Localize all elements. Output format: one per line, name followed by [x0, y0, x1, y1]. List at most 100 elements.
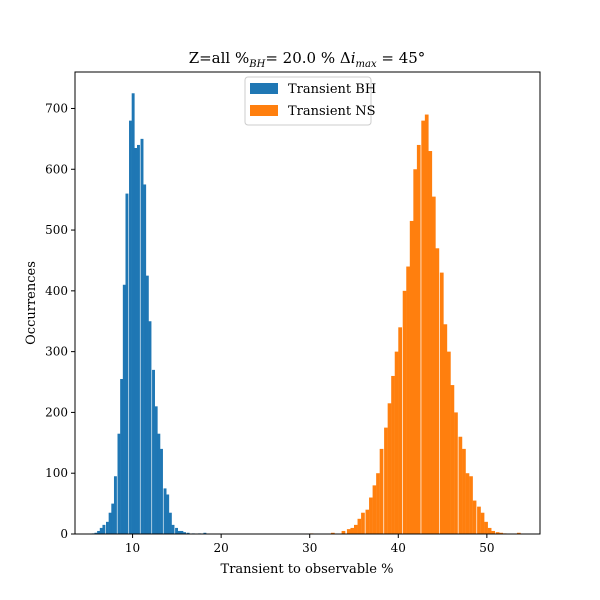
- legend-label-transient-bh: Transient BH: [288, 82, 376, 97]
- y-tick-label: 300: [45, 345, 68, 359]
- bar-transient-ns: [379, 448, 384, 534]
- bar-transient-ns: [341, 530, 346, 534]
- bar-transient-ns: [391, 375, 395, 534]
- bar-transient-bh: [140, 138, 144, 534]
- bar-transient-bh: [186, 532, 190, 534]
- legend-swatch-transient-bh: [250, 83, 278, 94]
- bar-transient-ns: [372, 485, 377, 534]
- bar-transient-ns: [477, 506, 481, 534]
- y-tick-label: 400: [45, 284, 68, 298]
- bar-transient-bh: [122, 284, 126, 534]
- bar-transient-ns: [450, 385, 455, 534]
- bar-transient-bh: [94, 532, 98, 534]
- bar-transient-bh: [145, 275, 149, 534]
- bar-transient-ns: [409, 220, 414, 534]
- y-axis-ticks: 0 100 200 300 400 500 600 700: [45, 101, 75, 541]
- bar-transient-ns: [472, 500, 477, 534]
- bar-transient-bh: [143, 184, 147, 534]
- y-tick-label: 100: [45, 466, 68, 480]
- bar-transient-ns: [499, 532, 503, 534]
- x-tick-label: 40: [391, 541, 406, 555]
- bar-transient-ns: [431, 196, 436, 534]
- legend-swatch-transient-ns: [250, 105, 278, 116]
- bar-transient-ns: [394, 351, 399, 534]
- x-tick-label: 10: [125, 541, 140, 555]
- bar-transient-ns: [357, 518, 362, 534]
- title-mid: = 20.0 % Δ: [265, 49, 351, 67]
- bar-transient-ns: [416, 144, 421, 534]
- bar-transient-ns: [516, 532, 521, 534]
- bar-transient-ns: [330, 532, 335, 534]
- bar-transient-ns: [406, 266, 410, 534]
- bar-transient-ns: [346, 529, 351, 534]
- bar-transient-ns: [443, 324, 448, 534]
- bar-transient-ns: [447, 351, 451, 534]
- bar-transient-ns: [354, 524, 358, 534]
- y-tick-label: 0: [60, 527, 68, 541]
- bar-transient-ns: [384, 427, 388, 534]
- y-axis-label: Occurrences: [24, 261, 39, 345]
- bar-transient-bh: [102, 524, 106, 534]
- bar-transient-ns: [350, 527, 355, 534]
- title-bh-subscript: BH: [248, 59, 265, 70]
- bar-transient-ns: [458, 436, 463, 534]
- bar-transient-bh: [171, 524, 175, 534]
- x-axis-ticks: 10 20 30 40 50: [125, 534, 494, 555]
- bar-transient-bh: [203, 532, 207, 534]
- title-lead: Z=all %: [189, 49, 250, 67]
- bar-transient-ns: [495, 532, 500, 534]
- bar-transient-ns: [428, 151, 433, 534]
- bar-transient-ns: [469, 476, 473, 534]
- bar-transient-bh: [134, 147, 138, 535]
- bar-transient-bh: [108, 512, 112, 534]
- bar-transient-bh: [111, 503, 115, 534]
- title-i: i: [351, 49, 356, 67]
- bar-transient-bh: [160, 448, 163, 534]
- bar-transient-bh: [148, 321, 152, 534]
- bar-transient-bh: [97, 530, 101, 534]
- bar-transient-ns: [402, 290, 407, 534]
- bar-transient-ns: [421, 120, 426, 534]
- y-tick-label: 200: [45, 405, 68, 419]
- y-tick-label: 500: [45, 223, 68, 237]
- bar-transient-bh: [129, 120, 132, 534]
- bar-transient-bh: [177, 530, 181, 534]
- legend-label-transient-ns: Transient NS: [288, 104, 376, 119]
- bar-transient-bh: [152, 369, 155, 534]
- title-tail: = 45°: [377, 49, 426, 67]
- legend: Transient BH Transient NS: [244, 76, 376, 126]
- bar-transient-bh: [113, 476, 117, 534]
- bar-transient-bh: [157, 433, 161, 534]
- bar-transient-bh: [183, 532, 186, 534]
- bar-transient-bh: [166, 494, 170, 534]
- bar-transient-ns: [480, 512, 485, 534]
- bar-transient-bh: [131, 93, 135, 534]
- bar-transient-ns: [439, 272, 444, 534]
- bar-transient-ns: [487, 527, 492, 534]
- bar-transient-ns: [361, 512, 365, 534]
- bar-transient-ns: [454, 412, 458, 534]
- bar-transient-bh: [137, 144, 140, 534]
- bar-transient-bh: [117, 433, 121, 534]
- bar-transient-bh: [154, 406, 158, 534]
- bar-transient-ns: [462, 448, 466, 534]
- bar-transient-ns: [387, 403, 392, 534]
- x-tick-label: 20: [214, 541, 229, 555]
- bar-transient-bh: [180, 530, 184, 534]
- bar-transient-ns: [465, 473, 470, 534]
- y-tick-label: 700: [45, 101, 68, 115]
- bar-transient-ns: [365, 509, 370, 534]
- bar-transient-ns: [413, 169, 418, 534]
- x-tick-label: 30: [302, 541, 317, 555]
- title-max-subscript: max: [356, 59, 377, 70]
- bar-transient-bh: [106, 521, 109, 534]
- bar-transient-ns: [424, 114, 429, 535]
- bar-transient-ns: [398, 327, 403, 534]
- bar-transient-bh: [125, 193, 129, 534]
- bar-transient-ns: [435, 248, 440, 535]
- bars-group: [91, 93, 521, 535]
- plot-frame: [74, 71, 541, 535]
- bar-transient-ns: [484, 521, 488, 534]
- bar-transient-bh: [163, 488, 167, 534]
